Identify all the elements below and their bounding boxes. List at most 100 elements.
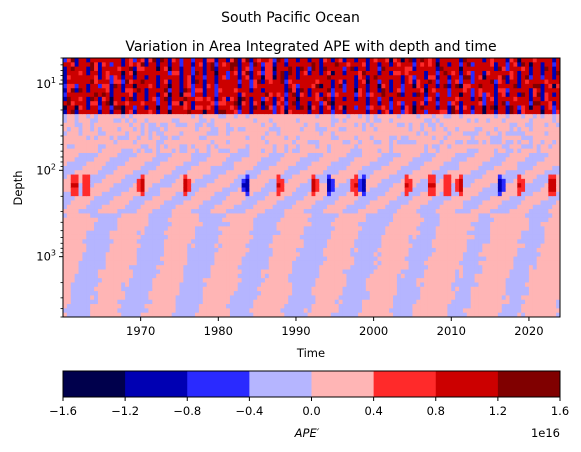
heatmap-cell (163, 148, 169, 154)
heatmap-cell (214, 140, 219, 145)
heatmap-cell (152, 135, 157, 141)
heatmap-cell (140, 278, 146, 284)
heatmap-cell (319, 105, 324, 111)
heatmap-cell (307, 230, 313, 236)
heatmap-cell (218, 291, 223, 297)
heatmap-cell (144, 213, 150, 219)
heatmap-cell (198, 204, 204, 210)
heatmap-cell (125, 178, 130, 184)
heatmap-cell (354, 213, 359, 219)
heatmap-cell (330, 157, 336, 163)
heatmap-cell (195, 83, 200, 89)
heatmap-cell (264, 226, 270, 232)
heatmap-cell (327, 312, 332, 317)
heatmap-cell (303, 273, 309, 279)
heatmap-cell (86, 183, 91, 189)
heatmap-cell (334, 88, 340, 94)
heatmap-cell (249, 174, 254, 180)
heatmap-cell (361, 83, 367, 89)
heatmap-cell (276, 105, 282, 111)
heatmap-cell (66, 213, 72, 219)
heatmap-cell (82, 58, 87, 63)
heatmap-cell (97, 75, 103, 81)
heatmap-cell (377, 200, 382, 206)
heatmap-cell (109, 79, 115, 85)
heatmap-cell (365, 291, 371, 297)
heatmap-cell (249, 114, 254, 120)
heatmap-cell (214, 278, 219, 284)
heatmap-cell (94, 66, 99, 72)
heatmap-cell (198, 152, 204, 158)
heatmap-cell (241, 295, 247, 301)
heatmap-cell (183, 260, 188, 266)
heatmap-cell (249, 66, 254, 72)
heatmap-cell (202, 92, 208, 98)
heatmap-cell (179, 79, 184, 85)
heatmap-cell (361, 234, 367, 240)
heatmap-cell (136, 92, 142, 98)
heatmap-cell (152, 256, 157, 262)
heatmap-cell (94, 157, 99, 163)
heatmap-cell (125, 165, 130, 171)
heatmap-cell (288, 273, 293, 279)
heatmap-cell (338, 157, 344, 163)
heatmap-cell (358, 196, 363, 202)
heatmap-cell (195, 122, 200, 128)
heatmap-cell (327, 247, 332, 253)
heatmap-cell (202, 239, 208, 245)
heatmap-cell (136, 101, 142, 107)
heatmap-cell (152, 165, 157, 171)
heatmap-cell (66, 187, 72, 193)
heatmap-cell (179, 118, 184, 124)
heatmap-cell (206, 144, 212, 150)
heatmap-cell (222, 183, 227, 189)
heatmap-cell (222, 62, 227, 68)
heatmap-cell (358, 144, 363, 150)
heatmap-cell (90, 174, 95, 180)
heatmap-cell (210, 109, 216, 115)
heatmap-cell (261, 299, 266, 305)
heatmap-cell (253, 109, 258, 115)
heatmap-cell (299, 131, 305, 137)
heatmap-cell (121, 191, 126, 197)
heatmap-cell (132, 243, 138, 249)
heatmap-cell (323, 196, 328, 202)
heatmap-cell (210, 144, 216, 150)
heatmap-cell (237, 92, 243, 98)
heatmap-cell (218, 170, 223, 176)
heatmap-cell (82, 286, 87, 292)
heatmap-cell (295, 291, 301, 297)
heatmap-cell (136, 312, 142, 317)
heatmap-cell (276, 161, 282, 167)
heatmap-cell (245, 135, 250, 141)
heatmap-cell (233, 209, 239, 214)
heatmap-cell (187, 239, 192, 245)
heatmap-cell (206, 152, 212, 158)
heatmap-cell (121, 200, 126, 206)
heatmap-cell (129, 209, 134, 214)
heatmap-cell (307, 114, 313, 120)
heatmap-cell (94, 101, 99, 107)
heatmap-cell (330, 58, 336, 63)
heatmap-cell (226, 144, 231, 150)
heatmap-cell (202, 96, 208, 102)
heatmap-cell (288, 256, 293, 262)
heatmap-cell (171, 291, 177, 297)
heatmap-cell (233, 101, 239, 107)
heatmap-cell (148, 295, 153, 301)
heatmap-cell (86, 66, 91, 72)
heatmap-cell (121, 75, 126, 81)
heatmap-cell (342, 70, 348, 76)
heatmap-cell (70, 187, 76, 193)
heatmap-cell (361, 131, 367, 137)
heatmap-cell (140, 170, 146, 176)
heatmap-cell (86, 252, 91, 258)
heatmap-cell (191, 66, 196, 72)
heatmap-cell (117, 299, 122, 305)
heatmap-cell (284, 157, 289, 163)
heatmap-cell (268, 157, 274, 163)
heatmap-cell (187, 75, 192, 81)
heatmap-cell (198, 161, 204, 167)
heatmap-cell (167, 230, 173, 236)
heatmap-cell (109, 308, 115, 314)
